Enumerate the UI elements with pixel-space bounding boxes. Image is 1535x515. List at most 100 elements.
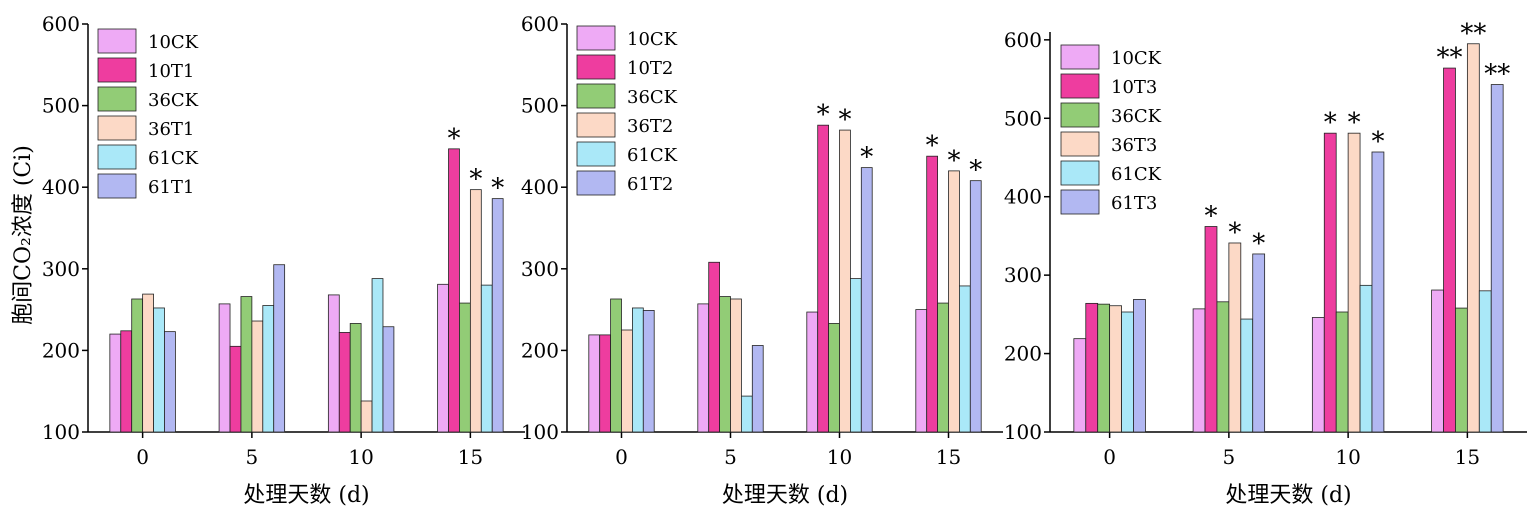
bar bbox=[480, 284, 493, 433]
bar bbox=[1252, 253, 1266, 433]
y-tick-label: 400 bbox=[1004, 185, 1042, 209]
legend-swatch bbox=[1060, 73, 1100, 99]
bar bbox=[817, 124, 830, 433]
x-tick-label: 0 bbox=[136, 445, 149, 469]
bar bbox=[1466, 43, 1480, 433]
significance-mark: * bbox=[1228, 218, 1241, 248]
y-tick-label: 100 bbox=[1004, 420, 1042, 444]
bar bbox=[937, 302, 949, 433]
legend-label: 10T1 bbox=[148, 61, 194, 82]
legend-label: 36CK bbox=[148, 90, 199, 111]
legend-label: 61CK bbox=[148, 148, 199, 169]
bar bbox=[697, 303, 710, 433]
bar bbox=[969, 180, 982, 433]
bar bbox=[1240, 318, 1254, 433]
bar bbox=[218, 303, 231, 433]
legend-label: 61CK bbox=[1111, 164, 1162, 185]
legend-swatch bbox=[1060, 131, 1100, 157]
chart-panel-2: 100 200 300 400 500 600 0 5 10 * * * 15 * * * 处理天数 (d) 10… bbox=[521, 12, 1003, 508]
bar bbox=[1073, 338, 1087, 433]
bar bbox=[1109, 305, 1122, 433]
x-axis-title: 处理天数 (d) bbox=[1225, 483, 1351, 508]
bar bbox=[1455, 307, 1468, 433]
legend-swatch bbox=[97, 144, 137, 170]
bar bbox=[839, 129, 851, 433]
legend: 10CK 10T2 36CK 36T2 61CK 61T2 bbox=[576, 25, 678, 196]
legend-swatch bbox=[1060, 44, 1100, 70]
significance-mark: ** bbox=[1484, 60, 1510, 90]
legend-label: 36T3 bbox=[1111, 135, 1157, 156]
bar bbox=[1133, 299, 1146, 433]
x-tick-label: 10 bbox=[348, 445, 373, 469]
x-tick-label: 15 bbox=[1455, 445, 1480, 469]
y-tick-label: 400 bbox=[42, 175, 80, 199]
bar bbox=[448, 148, 460, 433]
bar bbox=[120, 330, 133, 433]
significance-mark: ** bbox=[1436, 43, 1462, 73]
bar bbox=[599, 334, 612, 433]
bar bbox=[1121, 311, 1134, 433]
bar bbox=[131, 298, 144, 433]
bar bbox=[741, 395, 753, 433]
legend-swatch bbox=[576, 170, 616, 196]
bar bbox=[1359, 284, 1373, 433]
y-tick-label: 300 bbox=[521, 257, 559, 281]
significance-mark: * bbox=[1348, 108, 1361, 138]
bar bbox=[1347, 132, 1361, 433]
y-tick-label: 100 bbox=[521, 420, 559, 444]
bar bbox=[1335, 311, 1349, 433]
bar bbox=[262, 305, 275, 433]
legend-swatch bbox=[1060, 102, 1100, 128]
bar bbox=[273, 264, 286, 433]
x-tick-label: 0 bbox=[1103, 445, 1116, 469]
y-tick-label: 600 bbox=[1004, 28, 1042, 52]
legend-swatch bbox=[1060, 189, 1100, 215]
legend-label: 61CK bbox=[627, 145, 678, 166]
bar bbox=[491, 198, 504, 433]
bar bbox=[926, 155, 939, 433]
y-tick-label: 200 bbox=[1004, 342, 1042, 366]
legend-swatch bbox=[97, 115, 137, 141]
y-tick-label: 300 bbox=[42, 257, 80, 281]
legend-swatch bbox=[576, 141, 616, 167]
legend-label: 36CK bbox=[627, 87, 678, 108]
bar bbox=[642, 310, 655, 433]
bar bbox=[751, 345, 764, 433]
bar bbox=[806, 311, 819, 433]
significance-mark: * bbox=[1252, 229, 1265, 259]
bar bbox=[1097, 303, 1111, 433]
bar bbox=[632, 307, 644, 433]
bar bbox=[708, 261, 721, 433]
legend-label: 10CK bbox=[148, 32, 199, 53]
bar bbox=[382, 326, 395, 433]
bar bbox=[1323, 132, 1337, 433]
x-tick-label: 5 bbox=[724, 445, 737, 469]
bar bbox=[860, 167, 873, 433]
x-tick-label: 0 bbox=[615, 445, 628, 469]
bar bbox=[338, 332, 351, 433]
legend-swatch bbox=[576, 112, 616, 138]
legend-label: 10T2 bbox=[627, 58, 673, 79]
legend-swatch bbox=[576, 25, 616, 51]
bar bbox=[164, 331, 176, 433]
bar bbox=[850, 278, 862, 433]
significance-mark: * bbox=[860, 143, 873, 173]
legend-label: 36T2 bbox=[627, 116, 673, 137]
legend-swatch bbox=[576, 54, 616, 80]
legend-swatch bbox=[97, 173, 137, 199]
bar bbox=[730, 298, 742, 433]
y-tick-label: 500 bbox=[521, 94, 559, 118]
legend: 10CK 10T1 36CK 36T1 61CK 61T1 bbox=[97, 28, 199, 199]
x-tick-label: 5 bbox=[1223, 445, 1236, 469]
bar bbox=[142, 293, 154, 433]
y-tick-label: 200 bbox=[521, 338, 559, 362]
y-tick-label: 400 bbox=[521, 175, 559, 199]
legend-label: 36T1 bbox=[148, 119, 194, 140]
bar bbox=[1216, 301, 1230, 433]
bar bbox=[1204, 226, 1218, 433]
significance-mark: * bbox=[838, 105, 851, 135]
significance-mark: * bbox=[947, 146, 960, 176]
legend-swatch bbox=[1060, 160, 1100, 186]
